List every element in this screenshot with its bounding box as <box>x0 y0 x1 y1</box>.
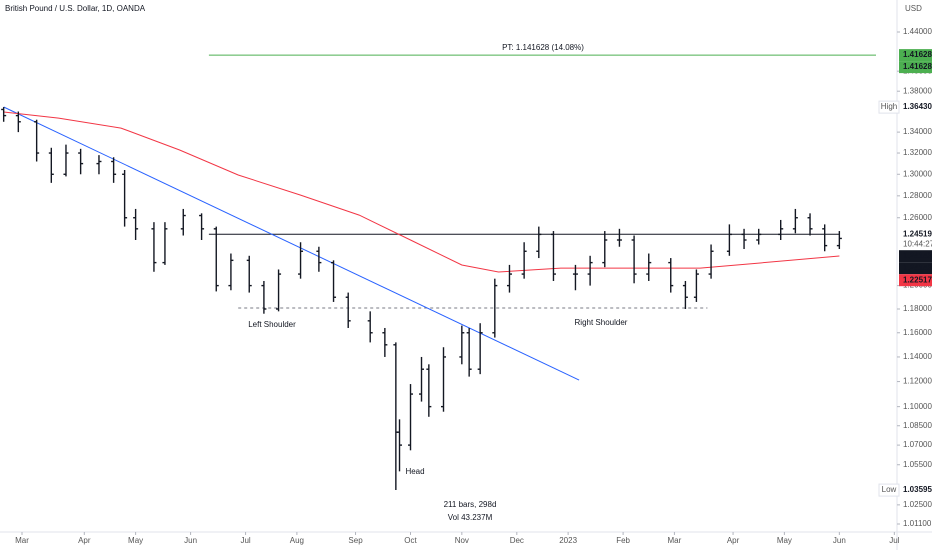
y-tick-label: 1.08500 <box>903 421 932 430</box>
overlay-line <box>3 111 840 273</box>
price-badge-label: 1.41628 <box>903 62 932 71</box>
price-badge <box>899 262 932 275</box>
annotation: Head <box>405 467 424 476</box>
y-tick-label: 1.12000 <box>903 377 932 386</box>
x-tick-label: May <box>128 536 143 545</box>
price-badge <box>899 101 932 114</box>
x-tick-label: Mar <box>668 536 682 545</box>
y-tick-label: 1.02500 <box>903 500 932 509</box>
price-tag-label: Low <box>882 485 897 494</box>
annotation: Vol 43.237M <box>448 513 493 522</box>
price-badge-label: 1.24143 <box>903 251 932 260</box>
y-tick-label: 1.14000 <box>903 352 932 361</box>
x-tick-label: 2023 <box>559 536 577 545</box>
chart-title: British Pound / U.S. Dollar, 1D, OANDA <box>5 4 146 13</box>
y-tick-label: 1.34000 <box>903 127 932 136</box>
price-badge <box>899 484 932 497</box>
price-tag <box>878 100 900 114</box>
annotation: 211 bars, 298d <box>444 500 497 509</box>
y-tick-label: 1.10000 <box>903 402 932 411</box>
y-tick-label: 1.28000 <box>903 191 932 200</box>
x-tick-label: May <box>777 536 792 545</box>
y-tick-label: 1.44000 <box>903 27 932 36</box>
price-badge <box>899 61 932 74</box>
x-tick-label: Dec <box>510 536 524 545</box>
x-tick-label: Feb <box>616 536 630 545</box>
annotation: Left Shoulder <box>248 320 296 329</box>
countdown: 10:44:27 <box>903 239 932 248</box>
y-tick-label: 1.18000 <box>903 304 932 313</box>
y-tick-label: 1.38000 <box>903 86 932 95</box>
x-tick-label: Jul <box>889 536 899 545</box>
x-tick-label: Apr <box>78 536 91 545</box>
currency: USD <box>905 4 922 13</box>
price-tag-label: High <box>881 102 897 111</box>
y-tick-label: 1.16000 <box>903 328 932 337</box>
price-badge-label: 1.03595 <box>903 485 932 494</box>
x-tick-label: Jul <box>240 536 250 545</box>
y-tick-label: 1.30000 <box>903 169 932 178</box>
x-tick-label: Aug <box>290 536 304 545</box>
price-badge <box>899 228 932 241</box>
x-tick-label: Sep <box>348 536 363 545</box>
y-tick-label: 1.01100 <box>903 519 932 528</box>
y-tick-label: 1.26000 <box>903 213 932 222</box>
x-tick-label: Mar <box>15 536 29 545</box>
y-tick-label: 1.32000 <box>903 148 932 157</box>
x-tick-label: Apr <box>727 536 740 545</box>
y-tick-label: 1.05500 <box>903 460 932 469</box>
annotation: PT: 1.141628 (14.08%) <box>502 43 584 52</box>
price-badge-label: 1.41628 <box>903 50 932 59</box>
price-badge <box>899 49 932 62</box>
x-tick-label: Jun <box>833 536 846 545</box>
price-badge-label: 1.24143 <box>903 263 932 272</box>
price-badge-label: 1.22517 <box>903 275 932 284</box>
x-tick-label: Jun <box>184 536 197 545</box>
price-badge <box>899 274 932 287</box>
x-tick-label: Nov <box>455 536 469 545</box>
price-badge <box>899 250 932 263</box>
y-tick-label: 1.07000 <box>903 440 932 449</box>
price-badge-label: 1.36430 <box>903 102 932 111</box>
annotation: Right Shoulder <box>575 318 628 327</box>
price-badge-label: 1.24519 <box>903 229 932 238</box>
price-tag <box>878 483 900 497</box>
overlay-line <box>3 106 580 381</box>
x-tick-label: Oct <box>404 536 417 545</box>
